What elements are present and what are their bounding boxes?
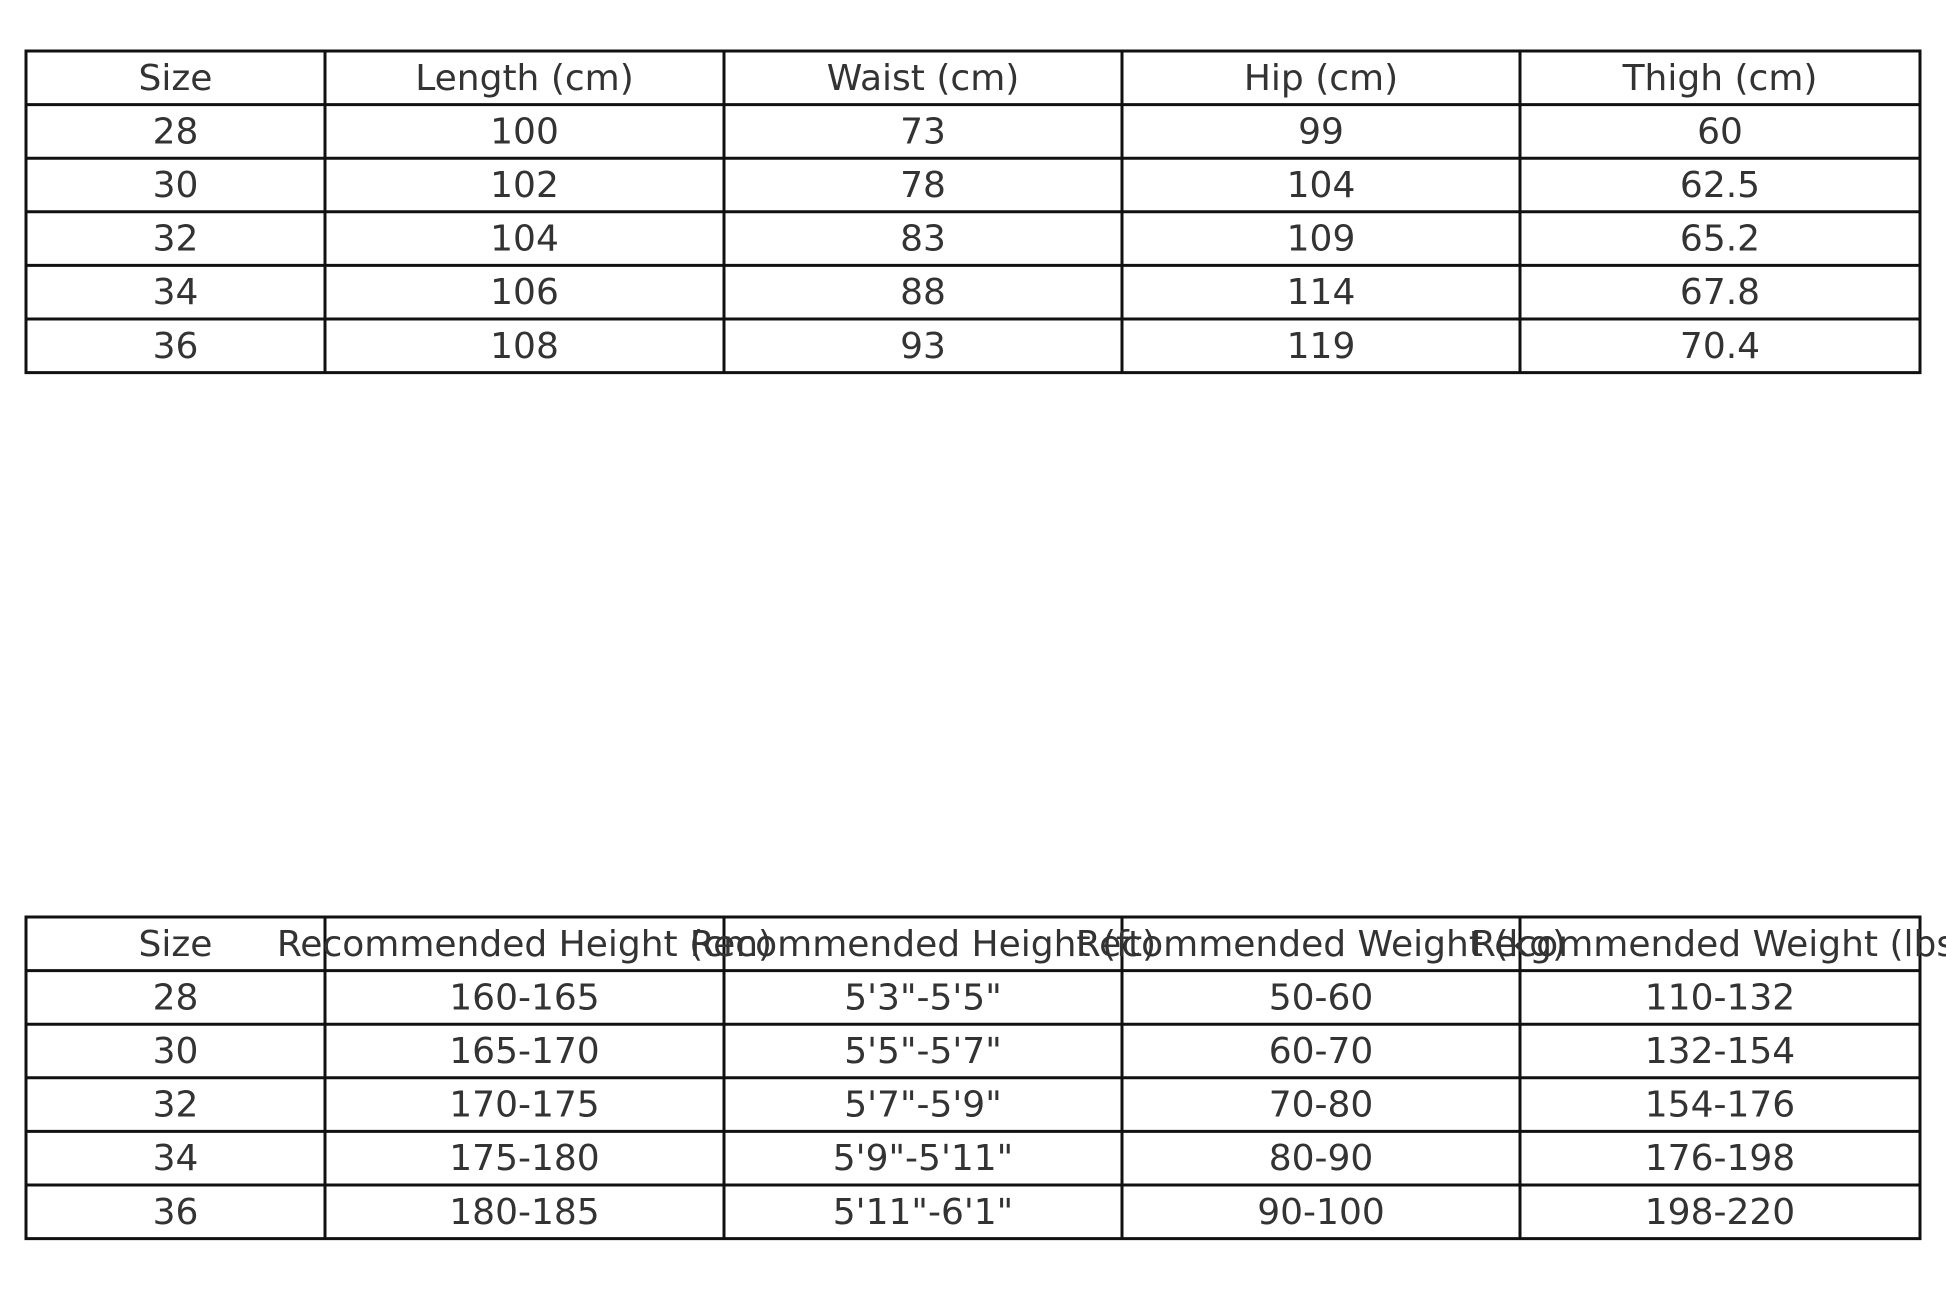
table-cell: 50-60 bbox=[1269, 977, 1374, 1018]
table-cell: 5'9"-5'11" bbox=[833, 1138, 1013, 1179]
table-cell: 180-185 bbox=[449, 1192, 599, 1233]
table-cell: 73 bbox=[900, 111, 946, 152]
table-cell: 60-70 bbox=[1269, 1031, 1374, 1072]
header-cell: Recommended Weight (lbs) bbox=[1471, 924, 1946, 965]
table-cell: 154-176 bbox=[1645, 1085, 1795, 1126]
table-cell: 198-220 bbox=[1645, 1192, 1795, 1233]
table-cell: 170-175 bbox=[449, 1085, 599, 1126]
table-cell: 62.5 bbox=[1680, 165, 1760, 206]
table-cell: 104 bbox=[490, 219, 559, 260]
header-cell: Size bbox=[139, 58, 213, 99]
table-cell: 132-154 bbox=[1645, 1031, 1795, 1072]
table-cell: 60 bbox=[1697, 111, 1743, 152]
table-cell: 28 bbox=[153, 111, 199, 152]
header-cell: Length (cm) bbox=[415, 58, 634, 99]
table-cell: 80-90 bbox=[1269, 1138, 1374, 1179]
table-cell: 70.4 bbox=[1680, 326, 1760, 367]
table-cell: 114 bbox=[1287, 272, 1356, 313]
table-cell: 104 bbox=[1287, 165, 1356, 206]
table-cell: 78 bbox=[900, 165, 946, 206]
table-cell: 176-198 bbox=[1645, 1138, 1795, 1179]
header-cell: Size bbox=[139, 924, 213, 965]
table-cell: 67.8 bbox=[1680, 272, 1760, 313]
table-cell: 30 bbox=[153, 165, 199, 206]
table-cell: 32 bbox=[153, 219, 199, 260]
table-cell: 93 bbox=[900, 326, 946, 367]
table-cell: 110-132 bbox=[1645, 977, 1795, 1018]
table-cell: 28 bbox=[153, 977, 199, 1018]
table-cell: 108 bbox=[490, 326, 559, 367]
table-cell: 175-180 bbox=[449, 1138, 599, 1179]
table-cell: 102 bbox=[490, 165, 559, 206]
table-cell: 36 bbox=[153, 1192, 199, 1233]
table-cell: 106 bbox=[490, 272, 559, 313]
table-cell: 90-100 bbox=[1257, 1192, 1385, 1233]
header-cell: Recommended Weight (kg) bbox=[1076, 924, 1566, 965]
header-cell: Recommended Height (ft) bbox=[690, 924, 1156, 965]
table-cell: 5'7"-5'9" bbox=[844, 1085, 1002, 1126]
table-cell: 65.2 bbox=[1680, 219, 1760, 260]
table-cell: 32 bbox=[153, 1085, 199, 1126]
table-cell: 30 bbox=[153, 1031, 199, 1072]
table-cell: 5'5"-5'7" bbox=[844, 1031, 1002, 1072]
table-cell: 88 bbox=[900, 272, 946, 313]
table-cell: 5'11"-6'1" bbox=[833, 1192, 1013, 1233]
table-cell: 165-170 bbox=[449, 1031, 599, 1072]
table-cell: 5'3"-5'5" bbox=[844, 977, 1002, 1018]
table-cell: 34 bbox=[153, 1138, 199, 1179]
header-cell: Recommended Height (cm) bbox=[277, 924, 772, 965]
table-cell: 36 bbox=[153, 326, 199, 367]
table-cell: 160-165 bbox=[449, 977, 599, 1018]
table-cell: 70-80 bbox=[1269, 1085, 1374, 1126]
table-cell: 34 bbox=[153, 272, 199, 313]
header-cell: Hip (cm) bbox=[1244, 58, 1398, 99]
header-cell: Thigh (cm) bbox=[1622, 58, 1818, 99]
table-cell: 109 bbox=[1287, 219, 1356, 260]
table-cell: 99 bbox=[1298, 111, 1344, 152]
table-cell: 100 bbox=[490, 111, 559, 152]
table-cell: 119 bbox=[1287, 326, 1356, 367]
header-cell: Waist (cm) bbox=[827, 58, 1020, 99]
table-cell: 83 bbox=[900, 219, 946, 260]
